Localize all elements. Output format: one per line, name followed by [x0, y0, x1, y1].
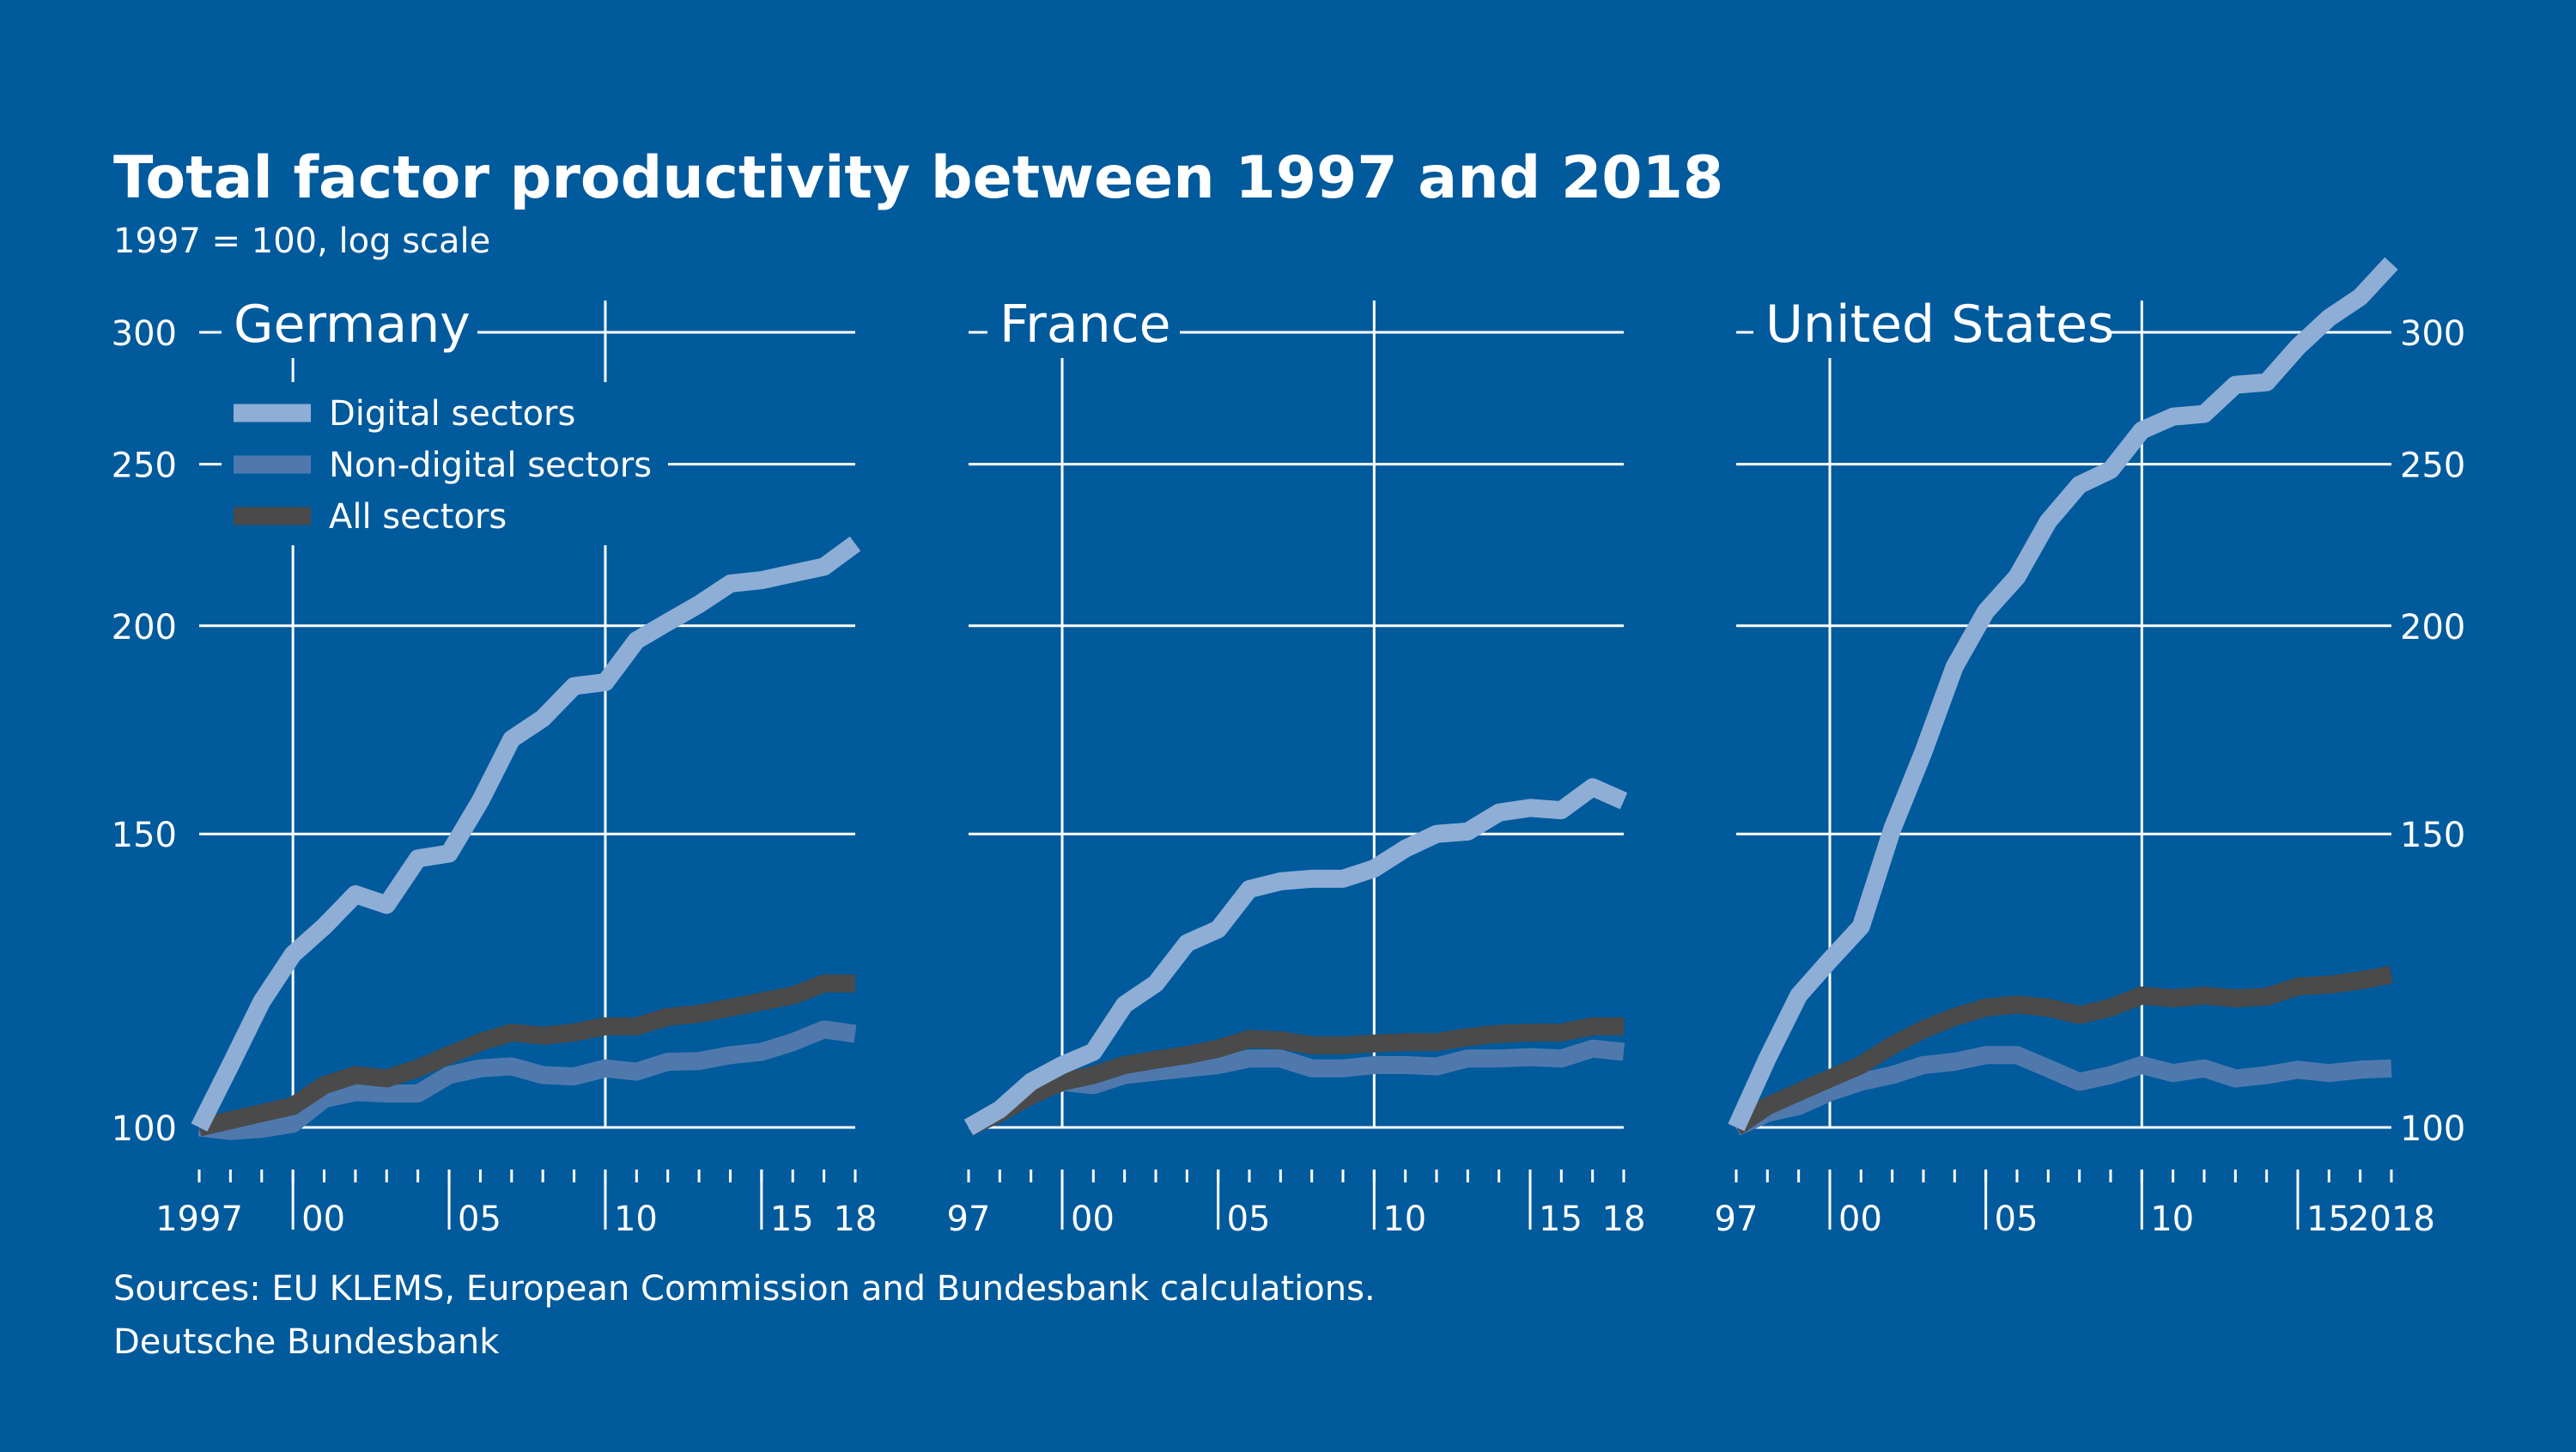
united-states-xtick-label-2015: 15: [2306, 1200, 2350, 1239]
publisher-note: Deutsche Bundesbank: [113, 1322, 500, 1362]
chart-subtitle: 1997 = 100, log scale: [113, 222, 491, 261]
y-label-left-150: 150: [112, 816, 177, 855]
legend-label-non-digital: Non-digital sectors: [329, 446, 652, 485]
germany-xtick-label-2005: 05: [458, 1200, 501, 1239]
united-states-xtick-label-2010: 10: [2150, 1200, 2194, 1239]
germany-series-non-digital: [197, 1020, 857, 1140]
france-panel-title: France: [999, 295, 1171, 355]
united-states-series-digital: [1728, 257, 2398, 1132]
y-label-right-300: 300: [2400, 314, 2465, 354]
france-xtick-label-2015: 15: [1539, 1200, 1583, 1239]
france-title-mask: [987, 296, 1180, 358]
france-xtick-label-1997: 97: [947, 1200, 991, 1239]
united-states-xtick-label-2018: 2018: [2348, 1200, 2435, 1239]
y-label-left-100: 100: [112, 1109, 177, 1149]
y-label-right-150: 150: [2400, 816, 2465, 855]
y-label-left-200: 200: [112, 608, 177, 647]
y-label-right-100: 100: [2400, 1109, 2465, 1149]
legend-label-all: All sectors: [329, 497, 507, 537]
germany-series-all: [197, 974, 855, 1137]
germany-xtick-label-2018: 18: [834, 1200, 878, 1239]
france-xtick-label-2010: 10: [1382, 1200, 1426, 1239]
france-xtick-label-2018: 18: [1602, 1200, 1646, 1239]
germany-panel-title: Germany: [234, 295, 471, 355]
france-series-all: [964, 1017, 1624, 1136]
france-series-digital: [963, 778, 1628, 1136]
y-label-right-200: 200: [2400, 608, 2465, 647]
germany-xtick-label-2000: 00: [301, 1200, 345, 1239]
germany-title-mask: [222, 296, 477, 358]
united-states-series-all: [1731, 965, 2393, 1135]
source-note: Sources: EU KLEMS, European Commission a…: [113, 1269, 1376, 1309]
united-states-xtick-label-1997: 97: [1715, 1200, 1759, 1239]
germany-xtick-label-2010: 10: [614, 1200, 658, 1239]
united-states-xtick-label-2005: 05: [1995, 1200, 2038, 1239]
y-label-left-300: 300: [112, 314, 177, 354]
y-label-left-250: 250: [112, 447, 177, 486]
france-xtick-label-2005: 05: [1227, 1200, 1271, 1239]
y-label-right-250: 250: [2400, 447, 2465, 486]
chart-title: Total factor productivity between 1997 a…: [113, 144, 1724, 212]
legend-label-digital: Digital sectors: [329, 394, 575, 434]
united-states-series-non-digital: [1732, 1046, 2392, 1136]
germany-xtick-label-1997: 1997: [155, 1200, 243, 1239]
france-xtick-label-2000: 00: [1071, 1200, 1115, 1239]
germany-series-digital: [191, 536, 861, 1132]
united-states-title-mask: [1753, 296, 2111, 358]
united-states-xtick-label-2000: 00: [1838, 1200, 1882, 1239]
germany-xtick-label-2015: 15: [770, 1200, 814, 1239]
united-states-panel-title: United States: [1765, 295, 2114, 355]
